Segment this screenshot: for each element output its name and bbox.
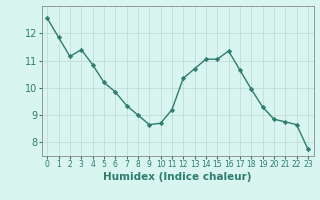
X-axis label: Humidex (Indice chaleur): Humidex (Indice chaleur) bbox=[103, 172, 252, 182]
